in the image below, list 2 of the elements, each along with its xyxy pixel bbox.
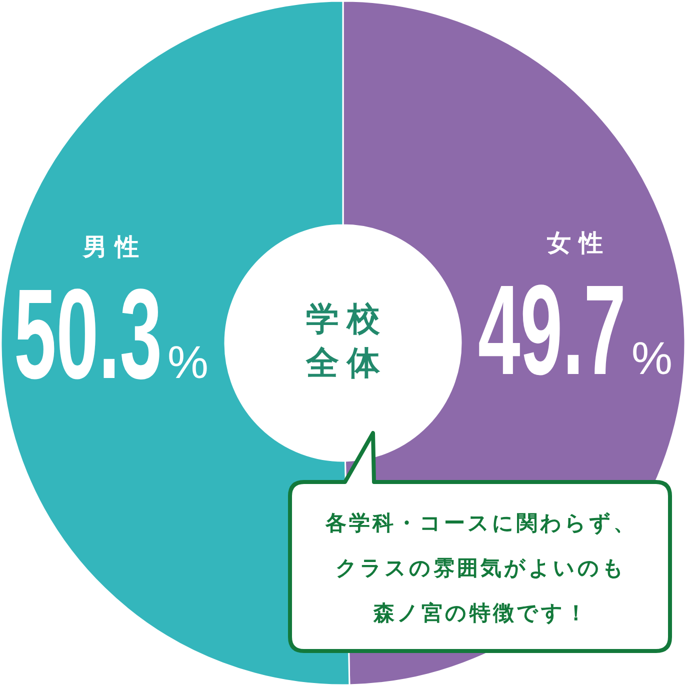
annotation: 各学科・コースに関わらず、クラスの雰囲気がよいのも森ノ宮の特徴です！ [324, 510, 638, 627]
title: 学校全体 [304, 298, 389, 384]
